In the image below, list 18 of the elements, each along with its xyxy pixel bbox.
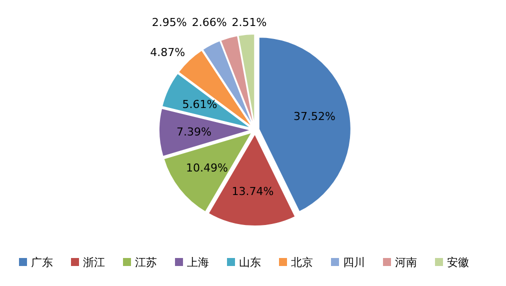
legend-label: 北京 xyxy=(291,256,313,269)
legend-label: 上海 xyxy=(187,256,209,269)
data-label: 2.51% xyxy=(232,16,267,29)
data-label: 7.39% xyxy=(176,126,212,139)
legend-label: 浙江 xyxy=(83,256,105,269)
legend-label: 河南 xyxy=(395,256,417,269)
legend-label: 广东 xyxy=(31,256,53,269)
data-label: 10.49% xyxy=(186,162,228,175)
legend-label: 江苏 xyxy=(135,256,157,269)
data-label: 37.52% xyxy=(293,110,336,124)
data-label: 2.66% xyxy=(192,16,227,29)
legend-label: 四川 xyxy=(343,256,365,269)
legend-label: 山东 xyxy=(239,256,261,269)
legend-label: 安徽 xyxy=(447,256,469,269)
data-label: 13.74% xyxy=(232,185,274,198)
data-label: 4.87% xyxy=(150,46,186,59)
data-label: 5.61% xyxy=(182,98,218,112)
data-label: 2.95% xyxy=(152,16,187,29)
